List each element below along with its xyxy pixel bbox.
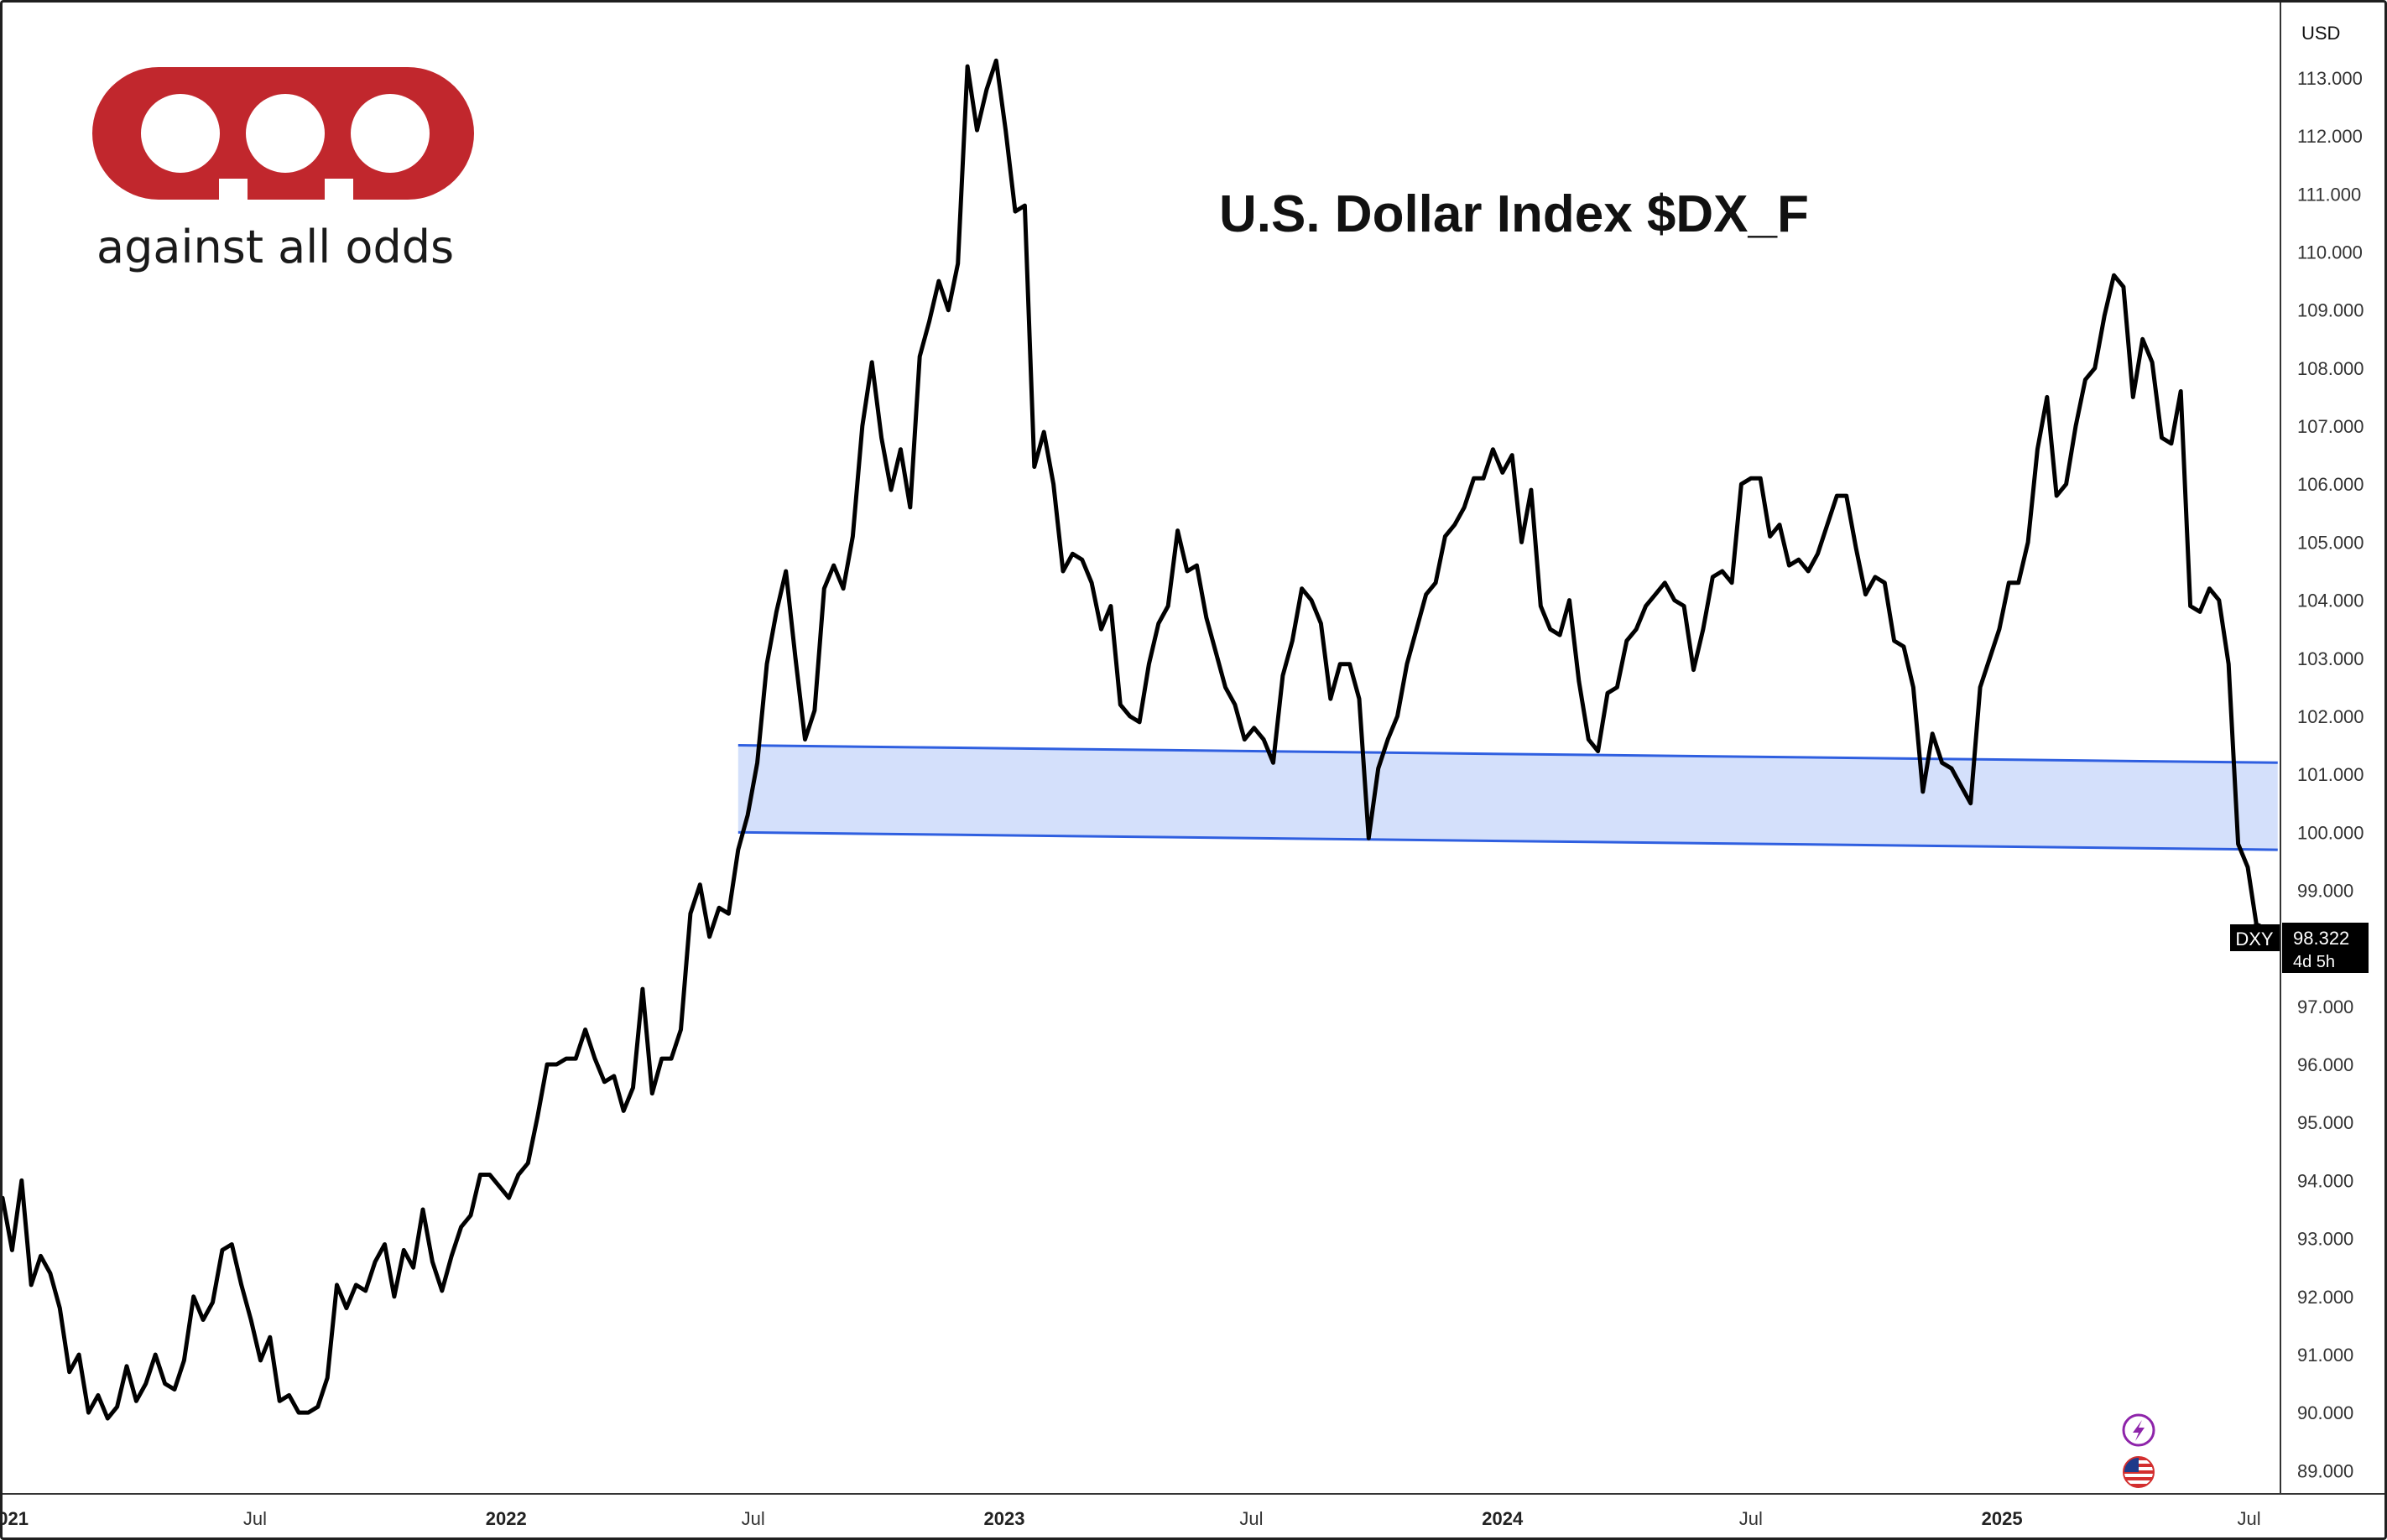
x-tick-label: Jul <box>2238 1508 2261 1529</box>
x-tick-label: Jul <box>1739 1508 1763 1529</box>
logo-circle-left <box>141 94 220 173</box>
price-line[interactable] <box>3 58 2259 1421</box>
x-tick-label: 2023 <box>984 1508 1025 1529</box>
y-axis-unit: USD <box>2301 23 2340 44</box>
logo-gap-left <box>219 179 248 202</box>
y-tick-label: 111.000 <box>2297 184 2361 205</box>
y-tick-label: 89.000 <box>2297 1460 2353 1481</box>
y-tick-label: 102.000 <box>2297 706 2364 727</box>
x-tick-label: Jul <box>742 1508 765 1529</box>
y-tick-label: 101.000 <box>2297 764 2364 785</box>
x-tick-label: 2025 <box>1982 1508 2023 1529</box>
chart-canvas[interactable]: against all odds U.S. Dollar Index $DX_F… <box>3 3 2387 1540</box>
support-zone-fill <box>737 745 2278 851</box>
logo-gap-right <box>325 179 353 202</box>
y-tick-label: 106.000 <box>2297 474 2364 495</box>
y-tick-label: 95.000 <box>2297 1112 2353 1133</box>
last-price-value: 98.322 <box>2293 928 2349 949</box>
support-zone[interactable] <box>737 744 2278 851</box>
y-tick-label: 91.000 <box>2297 1345 2353 1366</box>
y-tick-label: 107.000 <box>2297 416 2364 437</box>
support-zone-lower-line[interactable] <box>737 830 2278 851</box>
y-tick-label: 100.000 <box>2297 822 2364 843</box>
y-tick-label: 90.000 <box>2297 1402 2353 1423</box>
y-tick-label: 94.000 <box>2297 1170 2353 1191</box>
us-flag-icon[interactable] <box>2123 1456 2155 1488</box>
logo-circle-middle <box>246 94 325 173</box>
price-badge-bg <box>2282 923 2369 973</box>
y-axis-ticks: 89.000 90.000 91.000 92.000 93.000 94.000 95.0… <box>2297 68 2364 1481</box>
x-tick-label: 2022 <box>486 1508 527 1529</box>
y-tick-label: 103.000 <box>2297 648 2364 669</box>
x-tick-label: Jul <box>1239 1508 1263 1529</box>
y-tick-label: 92.000 <box>2297 1287 2353 1308</box>
y-tick-label: 105.000 <box>2297 532 2364 553</box>
brand-logo: against all odds <box>92 67 474 273</box>
y-tick-label: 99.000 <box>2297 880 2353 901</box>
logo-circle-right <box>351 94 430 173</box>
y-tick-label: 93.000 <box>2297 1229 2353 1250</box>
chart-title: U.S. Dollar Index $DX_F <box>1219 185 1809 243</box>
y-tick-label: 110.000 <box>2297 242 2363 263</box>
price-badge: 98.322 4d 5h <box>2282 923 2369 973</box>
bar-countdown: 4d 5h <box>2293 953 2335 971</box>
y-tick-label: 109.000 <box>2297 300 2364 321</box>
y-tick-label: 113.000 <box>2297 68 2363 89</box>
support-zone-upper-line[interactable] <box>737 744 2278 764</box>
x-tick-label: Jul <box>243 1508 267 1529</box>
symbol-badge: DXY <box>2230 924 2280 951</box>
x-tick-label: 2021 <box>3 1508 29 1529</box>
y-tick-label: 112.000 <box>2297 126 2363 147</box>
y-tick-label: 108.000 <box>2297 358 2364 379</box>
x-axis-ticks: 2021 Jul 2022 Jul 2023 Jul 2024 Jul 2025 Jul <box>3 1508 2261 1529</box>
y-tick-label: 97.000 <box>2297 996 2353 1017</box>
x-tick-label: 2024 <box>1482 1508 1524 1529</box>
brand-text: against all odds <box>96 221 454 273</box>
symbol-label: DXY <box>2235 929 2274 949</box>
symbol-badge-bg <box>2230 924 2280 951</box>
y-tick-label: 104.000 <box>2297 591 2364 611</box>
lightning-bolt-icon[interactable] <box>2122 1413 2155 1447</box>
y-tick-label: 96.000 <box>2297 1054 2353 1075</box>
